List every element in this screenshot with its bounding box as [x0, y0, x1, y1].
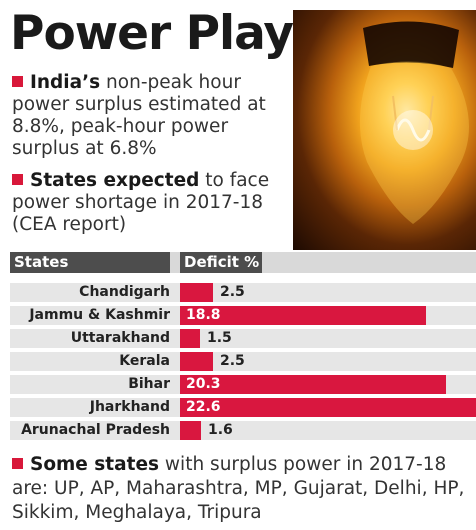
value-label: 22.6 — [186, 399, 221, 415]
chart-row-band — [10, 352, 476, 371]
value-label: 2.5 — [220, 284, 245, 300]
footer-text: with surplus power in 2017-18 are: UP, A… — [12, 454, 465, 523]
deficit-bar — [180, 306, 426, 325]
value-label: 18.8 — [186, 307, 221, 323]
footer-surplus-states: Some states with surplus power in 2017-1… — [12, 453, 472, 525]
chart-header-row: States Deficit % — [10, 252, 476, 273]
light-bulb-image — [293, 10, 476, 250]
deficit-bar — [180, 375, 446, 394]
bullet-text: non-peak hour power surplus estimated at… — [12, 72, 266, 159]
state-label: Arunachal Pradesh — [21, 422, 170, 438]
value-label: 20.3 — [186, 376, 221, 392]
footer-bold-text: Some states — [30, 454, 160, 475]
deficit-bar — [180, 283, 213, 302]
bullet-text: to face power shortage in 2017-18 (CEA r… — [12, 170, 270, 235]
state-label: Kerala — [119, 353, 170, 369]
bullet-square-icon — [12, 76, 23, 87]
value-label: 1.5 — [207, 330, 232, 346]
chart-row-band — [10, 283, 476, 302]
column-header-deficit: Deficit % — [180, 252, 262, 273]
bullet-bold-text: India’s — [30, 72, 101, 93]
bullet-power-surplus: India’s non-peak hour power surplus esti… — [12, 72, 288, 160]
bullet-bold-text: States expected — [30, 170, 200, 191]
deficit-bar — [180, 421, 201, 440]
bullet-square-icon — [12, 458, 23, 469]
state-label: Bihar — [128, 376, 170, 392]
deficit-bar — [180, 329, 200, 348]
page-title: Power Play — [10, 6, 294, 61]
column-header-states: States — [10, 252, 170, 273]
value-label: 1.6 — [208, 422, 233, 438]
state-label: Chandigarh — [79, 284, 170, 300]
chart-row-band — [10, 421, 476, 440]
deficit-bar — [180, 398, 476, 417]
state-label: Jammu & Kashmir — [29, 307, 170, 323]
state-label: Jharkhand — [89, 399, 170, 415]
state-label: Uttarakhand — [70, 330, 170, 346]
deficit-bar — [180, 352, 213, 371]
chart-row-band — [10, 329, 476, 348]
value-label: 2.5 — [220, 353, 245, 369]
bullet-states-shortage: States expected to face power shortage i… — [12, 170, 288, 236]
bullet-square-icon — [12, 174, 23, 185]
